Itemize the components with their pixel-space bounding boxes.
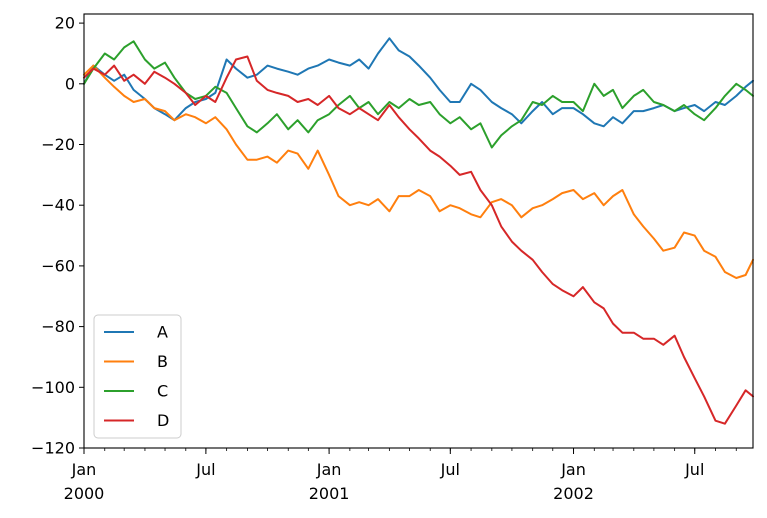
x-tick-label: Jul: [440, 460, 460, 479]
x-tick-label: Jul: [195, 460, 215, 479]
series-line-b: [83, 64, 754, 279]
legend-label-a: A: [157, 323, 168, 342]
y-tick-label: −40: [41, 196, 75, 215]
legend-label-d: D: [157, 411, 169, 430]
legend-box: [93, 314, 182, 439]
legend-label-b: B: [157, 352, 168, 371]
x-tick-label: Jan: [560, 460, 586, 479]
x-tick-label: Jan: [316, 460, 342, 479]
plot-area: [83, 37, 754, 425]
x-tick-label: Jul: [684, 460, 704, 479]
x-tick-year-label: 2002: [553, 484, 594, 503]
y-axis: 20 0 −20 −40 −60 −80 −100 −120: [31, 14, 84, 458]
series-line-a: [83, 37, 754, 128]
axes-frame: [83, 13, 754, 449]
y-tick-label: 20: [55, 14, 75, 33]
series-line-d: [83, 55, 754, 425]
y-tick-label: 0: [65, 74, 75, 93]
y-tick-label: −20: [41, 135, 75, 154]
y-tick-label: −80: [41, 317, 75, 336]
legend-label-c: C: [157, 382, 168, 401]
x-tick-year-label: 2001: [309, 484, 350, 503]
y-tick-label: −120: [31, 439, 75, 458]
y-tick-label: −60: [41, 256, 75, 275]
series-line-c: [83, 40, 754, 149]
y-tick-label: −100: [31, 378, 75, 397]
x-axis: Jan 2000 Jul Jan 2001 Jul Jan 2002 Jul: [64, 448, 737, 503]
x-tick-label: Jan: [71, 460, 97, 479]
x-tick-year-label: 2000: [64, 484, 105, 503]
